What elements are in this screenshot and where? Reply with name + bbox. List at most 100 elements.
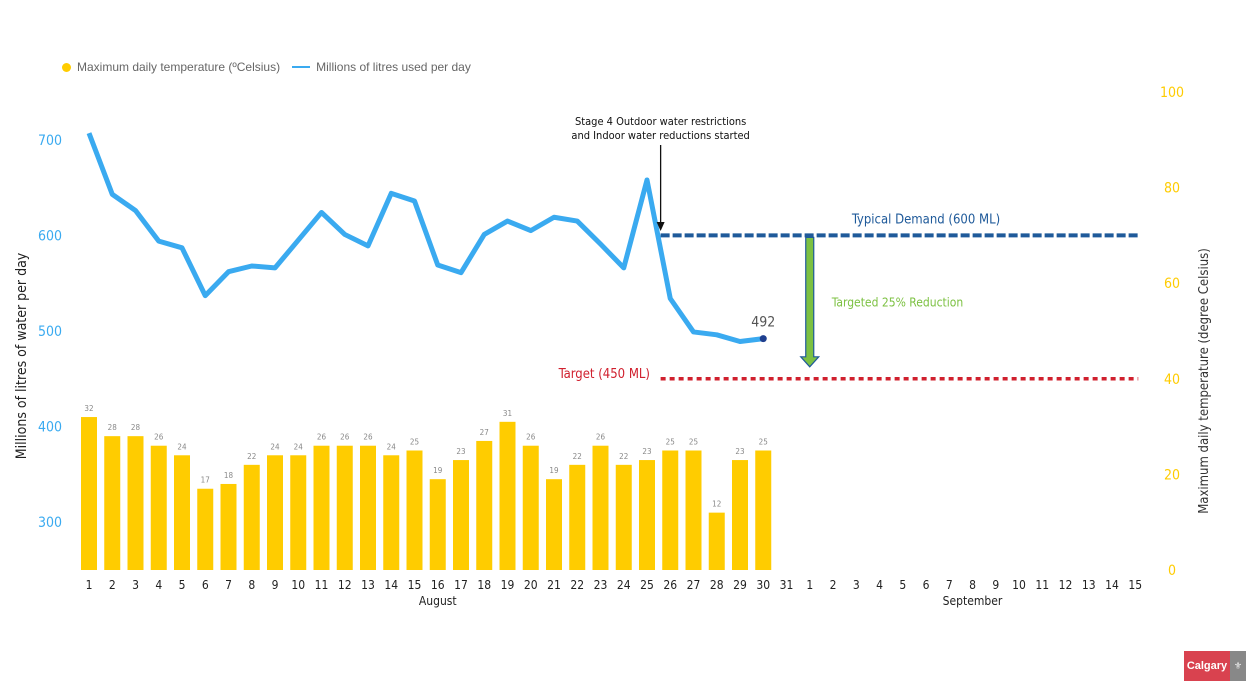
reduction-label: Targeted 25% Reduction	[831, 295, 963, 309]
temperature-bar	[569, 464, 586, 570]
x-tick-label: 1	[806, 578, 813, 592]
last-value-label: 492	[751, 315, 775, 331]
temperature-bar	[662, 450, 679, 570]
temperature-data-label: 22	[619, 452, 628, 461]
temperature-data-label: 18	[224, 471, 234, 480]
left-axis-tick: 700	[38, 133, 62, 149]
temperature-data-label: 31	[503, 409, 512, 418]
temperature-data-label: 23	[642, 447, 651, 456]
x-tick-label: 31	[780, 578, 794, 592]
temperature-bar	[429, 479, 446, 570]
temperature-bar	[336, 445, 353, 570]
x-tick-label: 9	[992, 578, 999, 592]
temperature-bar	[546, 479, 562, 570]
temperature-bar	[685, 450, 702, 570]
temperature-bar	[220, 483, 237, 570]
temperature-data-label: 22	[573, 452, 582, 461]
right-axis-tick: 0	[1168, 563, 1176, 579]
x-tick-label: 3	[132, 578, 139, 592]
left-axis-tick: 400	[38, 420, 62, 436]
x-tick-label: 23	[594, 578, 608, 592]
legend: Maximum daily temperature (ºCelsius) Mil…	[62, 60, 471, 74]
x-tick-label: 13	[361, 578, 375, 592]
temperature-data-label: 28	[108, 423, 118, 432]
temperature-data-label: 22	[247, 452, 256, 461]
x-tick-label: 29	[733, 578, 747, 592]
temperature-bar	[104, 436, 121, 570]
temperature-bar	[81, 417, 97, 570]
right-axis-tick: 40	[1164, 372, 1180, 388]
crest-icon: ⚜	[1230, 651, 1246, 681]
x-tick-label: 14	[1105, 578, 1119, 592]
x-tick-label: 2	[830, 578, 837, 592]
x-tick-label: 5	[899, 578, 906, 592]
right-axis-tick: 100	[1160, 85, 1184, 101]
temperature-data-label: 26	[317, 433, 327, 442]
temperature-bar	[708, 512, 725, 570]
temperature-data-label: 12	[712, 500, 721, 509]
temperature-data-label: 24	[177, 442, 187, 451]
x-tick-label: 12	[1059, 578, 1073, 592]
target-label: Target (450 ML)	[558, 367, 650, 382]
typical-demand-label: Typical Demand (600 ML)	[851, 212, 1000, 227]
x-tick-label: 9	[272, 578, 279, 592]
temperature-bar	[732, 460, 748, 570]
x-tick-label: 5	[179, 578, 186, 592]
x-tick-label: 24	[617, 578, 631, 592]
temperature-bar	[267, 455, 283, 570]
temperature-data-label: 19	[549, 466, 559, 475]
x-tick-label: 15	[408, 578, 422, 592]
right-axis-title: Maximum daily temperature (degree Celsiu…	[1197, 248, 1212, 514]
calgary-logo: Calgary ⚜	[1184, 651, 1246, 681]
x-tick-label: 28	[710, 578, 724, 592]
temperature-bar	[406, 450, 423, 570]
x-tick-label: 19	[501, 578, 515, 592]
x-tick-label: 7	[946, 578, 953, 592]
x-tick-label: 25	[640, 578, 654, 592]
x-tick-label: 12	[338, 578, 352, 592]
x-tick-label: 26	[663, 578, 677, 592]
x-tick-label: 4	[155, 578, 162, 592]
temperature-data-label: 23	[456, 447, 465, 456]
x-tick-label: 14	[384, 578, 398, 592]
temperature-data-label: 25	[689, 438, 698, 447]
water-use-line	[86, 132, 764, 345]
x-tick-label: 18	[477, 578, 491, 592]
x-tick-label: 20	[524, 578, 538, 592]
temperature-data-label: 26	[526, 433, 536, 442]
temperature-data-label: 26	[340, 433, 350, 442]
x-tick-label: 2	[109, 578, 116, 592]
temperature-data-label: 26	[363, 433, 373, 442]
x-tick-label: 13	[1082, 578, 1096, 592]
x-tick-label: 7	[225, 578, 232, 592]
reduction-arrow-icon	[799, 236, 821, 368]
right-axis-tick: 60	[1164, 276, 1180, 292]
x-tick-label: 16	[431, 578, 445, 592]
temperature-data-label: 24	[387, 442, 397, 451]
restriction-annotation-line2: and Indoor water reductions started	[571, 129, 749, 142]
restriction-arrow-head-icon	[656, 222, 665, 231]
temperature-data-label: 32	[84, 404, 93, 413]
left-axis-tick: 500	[38, 324, 62, 340]
legend-water: Millions of litres used per day	[316, 60, 471, 74]
temperature-bar	[755, 450, 772, 570]
x-tick-label: 22	[570, 578, 584, 592]
restriction-annotation-line1: Stage 4 Outdoor water restrictions	[575, 115, 746, 128]
x-tick-label: 15	[1128, 578, 1142, 592]
temperature-data-label: 28	[131, 423, 141, 432]
temperature-bar	[150, 445, 167, 570]
temperature-bar	[499, 421, 516, 570]
temperature-data-label: 25	[410, 438, 419, 447]
temperature-bar	[197, 488, 214, 570]
x-tick-label: 8	[248, 578, 255, 592]
x-tick-label: 1	[86, 578, 93, 592]
temperature-data-label: 17	[201, 476, 210, 485]
x-tick-label: 11	[1035, 578, 1049, 592]
temperature-data-label: 25	[666, 438, 675, 447]
left-axis-tick: 600	[38, 228, 62, 244]
temperature-bar	[476, 440, 493, 570]
temperature-bar	[383, 455, 400, 570]
x-tick-label: 3	[853, 578, 860, 592]
temperature-bar	[174, 455, 190, 570]
